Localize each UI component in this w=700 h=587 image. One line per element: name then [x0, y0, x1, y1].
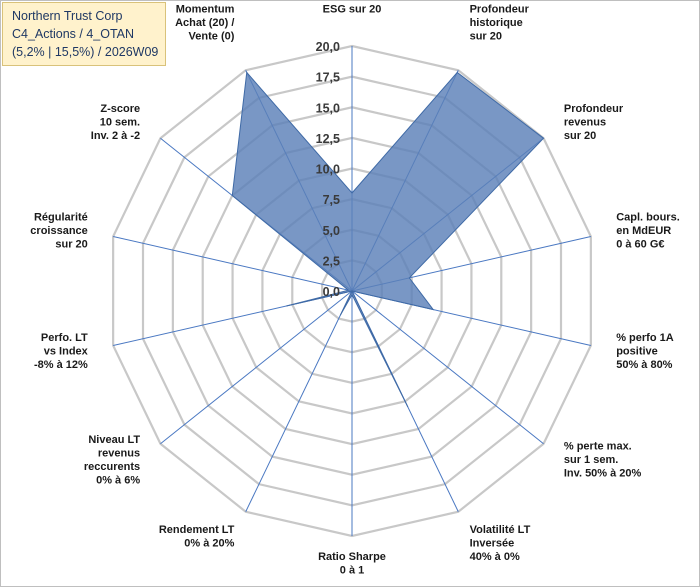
tick-label-8: 20,0 [316, 40, 340, 54]
category-label-5: % perte max. sur 1 sem. Inv. 50% à 20% [564, 441, 642, 480]
category-label-2: Profondeur revenus sur 20 [564, 103, 624, 142]
tick-label-0: 0,0 [323, 285, 340, 299]
category-label-8: Rendement LT 0% à 20% [159, 524, 235, 550]
spoke-11 [113, 235, 353, 292]
tick-label-1: 2,5 [323, 254, 340, 268]
info-category: C4_Actions / 4_OTAN [12, 27, 135, 41]
series-layer [231, 71, 545, 408]
spoke-5 [351, 290, 544, 445]
spoke-8 [245, 290, 353, 512]
series-area-0 [231, 71, 545, 408]
tick-label-4: 10,0 [316, 163, 340, 177]
category-label-4: % perfo 1A positive 50% à 80% [616, 332, 674, 371]
tick-label-5: 12,5 [316, 132, 340, 146]
info-box: Northern Trust Corp C4_Actions / 4_OTAN … [2, 2, 166, 66]
category-label-1: Profondeur historique sur 20 [470, 3, 530, 42]
tick-label-3: 7,5 [323, 193, 340, 207]
category-label-9: Niveau LT revenus reccurents 0% à 6% [84, 434, 141, 487]
category-label-3: Capl. bours. en MdEUR 0 à 60 G€ [616, 211, 680, 250]
category-label-10: Perfo. LT vs Index -8% à 12% [34, 332, 89, 371]
tick-label-6: 15,0 [316, 101, 340, 115]
category-label-11: Régularité croissance sur 20 [30, 211, 87, 250]
spoke-9 [160, 290, 353, 445]
category-label-7: Ratio Sharpe 0 à 1 [318, 551, 386, 577]
category-label-0: NoteESG sur 20 [323, 0, 382, 16]
info-stats: (5,2% | 15,5%) / 2026W09 [12, 45, 159, 59]
tick-label-7: 17,5 [316, 71, 340, 85]
category-label-12: Z-score 10 sem. Inv. 2 à -2 [91, 103, 140, 142]
tick-label-2: 5,0 [323, 224, 340, 238]
radial-tick-labels: 0,0 2,5 5,0 7,5 10,0 12,5 15,0 17,5 20,0 [316, 40, 340, 299]
category-label-13: Momentum Achat (20) / Vente (0) [175, 3, 235, 42]
info-company: Northern Trust Corp [12, 9, 123, 23]
category-label-6: Volatilité LT Inversée 40% à 0% [470, 524, 531, 563]
